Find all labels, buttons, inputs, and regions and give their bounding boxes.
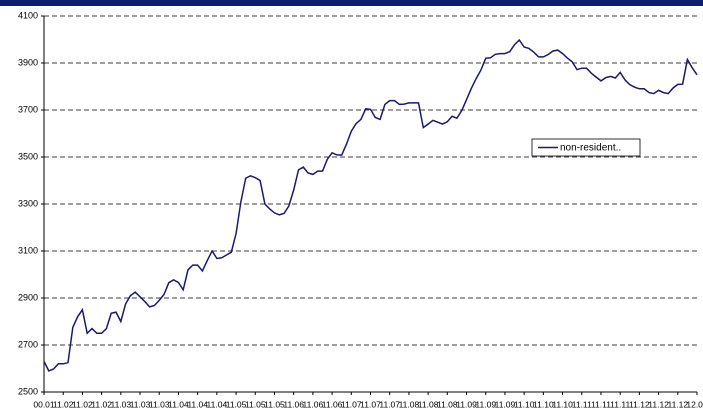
x-tick-label: 11.03	[149, 399, 170, 409]
x-tick-label: 11.05	[264, 399, 285, 409]
x-tick-label: 11.12	[629, 399, 650, 409]
x-tick-label: 11.09	[495, 399, 516, 409]
x-tick-label: 11.06	[303, 399, 324, 409]
x-tick-label: 11.08	[418, 399, 439, 409]
x-tick-label: 11.11	[591, 399, 611, 409]
x-tick-label: 11.09	[456, 399, 477, 409]
x-tick-label: 11.05	[226, 399, 247, 409]
legend-box	[531, 138, 641, 157]
y-tick-label: 2700	[18, 339, 38, 349]
x-tick-label: 11.06	[283, 399, 304, 409]
x-tick-label: 11.06	[322, 399, 343, 409]
data-line	[43, 38, 698, 372]
y-tick-label: 3900	[18, 57, 38, 67]
x-tick-label: 11.02	[53, 399, 74, 409]
x-tick-label: 11.04	[187, 399, 208, 409]
legend-label: non-resident..	[560, 143, 621, 154]
x-tick-label: 11.03	[111, 399, 132, 409]
x-tick-label: 11.07	[360, 399, 381, 409]
x-tick-label: 11.07	[379, 399, 400, 409]
x-tick-label: 11.03	[130, 399, 151, 409]
y-tick-label: 2500	[18, 386, 38, 396]
x-tick-label: 11.10	[514, 399, 535, 409]
x-tick-label: 11.08	[437, 399, 458, 409]
y-tick-label: 3300	[18, 198, 38, 208]
x-tick-label: 11.04	[207, 399, 228, 409]
x-tick-label: 11.11	[572, 399, 592, 409]
x-tick-label: 11.02	[91, 399, 112, 409]
x-tick-label: 11.05	[245, 399, 266, 409]
x-tick-label: 11.09	[475, 399, 496, 409]
header-bar	[0, 0, 703, 6]
y-tick-label: 2900	[18, 292, 38, 302]
x-tick-label: 11.11	[610, 399, 630, 409]
x-tick-label: 11.08	[399, 399, 420, 409]
x-tick-label: 11.07	[341, 399, 362, 409]
y-tick-label: 3700	[18, 104, 38, 114]
x-tick-label: 11.02	[72, 399, 93, 409]
x-tick-label: 11.12	[648, 399, 669, 409]
x-tick-label: 11.12	[667, 399, 688, 409]
y-tick-label: 4100	[18, 10, 38, 20]
x-tick-label: 11.10	[533, 399, 554, 409]
x-tick-label: 11.10	[552, 399, 573, 409]
y-tick-label: 3100	[18, 245, 38, 255]
x-tick-label: 11.04	[168, 399, 189, 409]
y-tick-label: 3500	[18, 151, 38, 161]
x-tick-label: 12.01	[686, 399, 703, 409]
x-tick-label: 00.01	[33, 399, 55, 409]
